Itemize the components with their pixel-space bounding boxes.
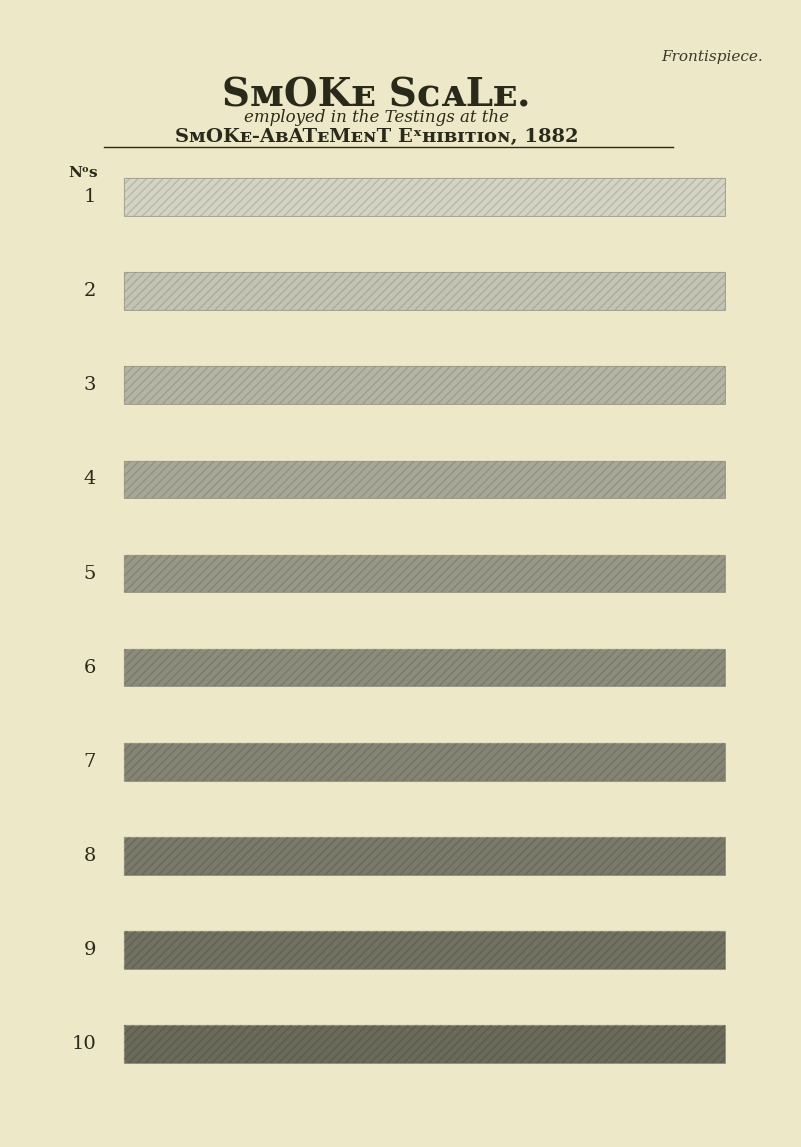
Text: 4: 4 [84,470,96,489]
Bar [124,649,725,686]
Text: 7: 7 [84,752,96,771]
Text: Frontispiece.: Frontispiece. [661,50,763,64]
Bar [124,555,725,592]
Bar [124,555,725,592]
Bar [124,1025,725,1062]
Bar [124,367,725,404]
Bar [124,931,725,968]
Bar [124,931,725,968]
Bar [124,743,725,781]
Bar [124,837,725,875]
Bar [124,743,725,781]
Text: 1: 1 [84,188,96,206]
Bar [124,460,725,498]
Bar [124,837,725,875]
Bar [124,1025,725,1062]
Bar [124,272,725,310]
Bar [124,178,725,216]
Text: 3: 3 [83,376,96,395]
Text: SᴍOKᴇ-AʙATᴇMᴇɴT Eˣʜɪʙɪᴛɪᴏɴ, 1882: SᴍOKᴇ-AʙATᴇMᴇɴT Eˣʜɪʙɪᴛɪᴏɴ, 1882 [175,128,578,147]
Bar [124,649,725,686]
Text: 8: 8 [84,846,96,865]
Bar [124,178,725,216]
Text: 5: 5 [84,564,96,583]
Text: 6: 6 [84,658,96,677]
Text: Nᵒs: Nᵒs [68,166,98,180]
Text: 10: 10 [71,1035,96,1053]
Bar [124,367,725,404]
Text: employed in the Testings at the: employed in the Testings at the [244,109,509,126]
Text: 9: 9 [83,941,96,959]
Text: SᴍOKᴇ SᴄᴀLᴇ.: SᴍOKᴇ SᴄᴀLᴇ. [222,77,531,115]
Bar [124,460,725,498]
Bar [124,272,725,310]
Text: 2: 2 [84,282,96,301]
